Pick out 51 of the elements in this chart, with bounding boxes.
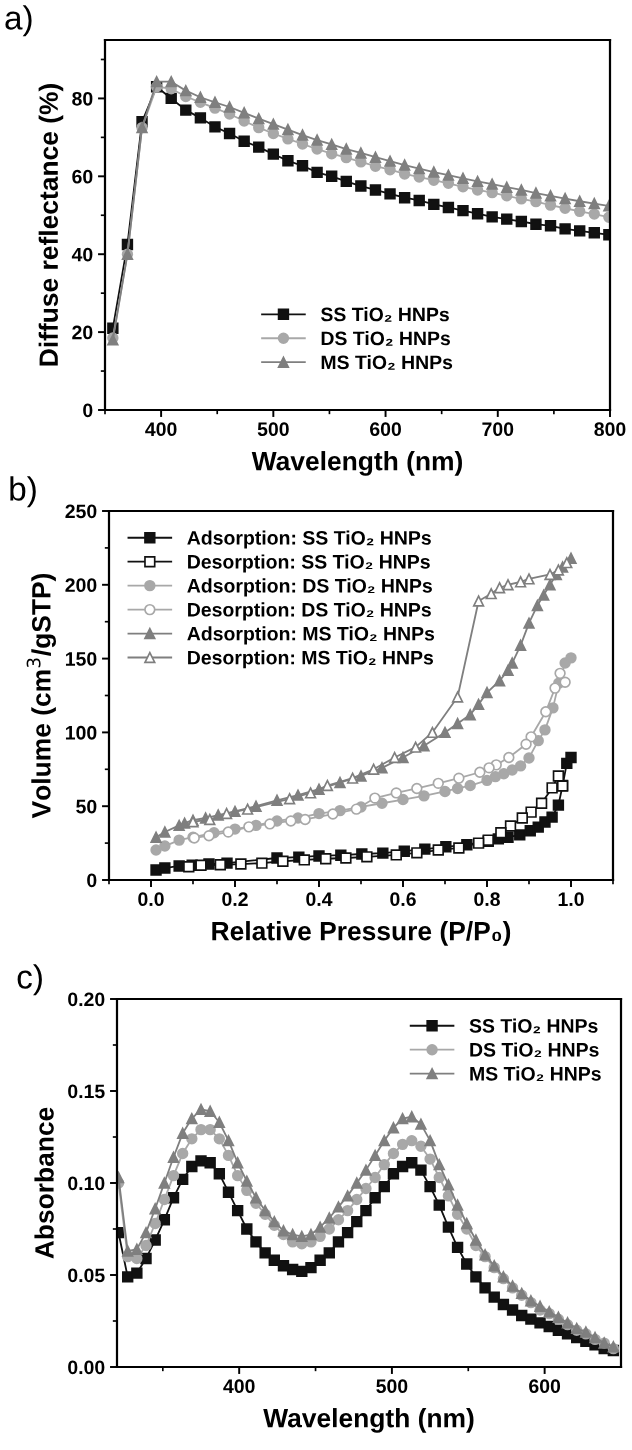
legend-label: Adsorption: SS TiO₂ HNPs	[187, 530, 431, 549]
y-tick-label: 20	[72, 325, 93, 340]
legend-label: DS TiO₂ HNPs	[321, 330, 450, 346]
x-tick-label: 0.4	[306, 892, 333, 907]
y-tick-label: 80	[72, 91, 93, 106]
y-axis-title: Absorbance	[34, 1107, 54, 1259]
x-axis-title: Wavelength (nm)	[263, 1408, 474, 1433]
legend-label: Desorption: SS TiO₂ HNPs	[188, 554, 430, 573]
y-tick-label: 0.05	[68, 1268, 105, 1283]
y-tick-label: 100	[65, 725, 97, 740]
y-tick-label: 0	[83, 403, 93, 418]
x-tick-label: 500	[257, 422, 289, 437]
y-axis-title: Diffuse reflectance (%)	[38, 84, 64, 366]
x-tick-label: 0.6	[390, 892, 416, 907]
y-tick-label: 40	[71, 247, 93, 262]
chart-title: a)	[5, 5, 32, 37]
legend-label: Desorption: MS TiO₂ HNPs	[188, 650, 434, 669]
x-axis-title: Wavelength (nm)	[251, 451, 462, 476]
y-tick-label: 60	[72, 169, 93, 184]
x-tick-label: 0.8	[474, 892, 500, 907]
x-tick-label: 600	[370, 422, 401, 437]
y-tick-label: 0.20	[68, 992, 105, 1007]
y-tick-label: 250	[65, 504, 97, 519]
x-tick-label: 500	[376, 1379, 408, 1394]
x-tick-label: 0.0	[138, 892, 164, 907]
y-tick-label: 50	[76, 799, 97, 814]
legend-label: Adsorption: DS TiO₂ HNPs	[187, 578, 432, 597]
y-tick-label: 0.10	[68, 1176, 105, 1191]
x-tick-label: 800	[594, 422, 626, 437]
x-tick-label: 400	[145, 422, 177, 437]
x-tick-label: 600	[529, 1379, 561, 1394]
legend-label: DS TiO₂ HNPs	[470, 1042, 599, 1058]
x-tick-label: 400	[223, 1379, 255, 1394]
y-tick-label: 0.15	[68, 1084, 105, 1099]
chart-title: c)	[17, 964, 42, 996]
legend-label: Desorption: DS TiO₂ HNPs	[188, 602, 431, 621]
x-tick-label: 0.2	[222, 892, 248, 907]
y-axis-title: Volume (cm$^{3}$/gSTP)	[26, 573, 57, 819]
legend-label: Adsorption: MS TiO₂ HNPs	[187, 626, 435, 645]
legend-label: MS TiO₂ HNPs	[470, 1066, 601, 1082]
legend-label: SS TiO₂ HNPs	[320, 307, 449, 322]
y-tick-label: 0	[87, 873, 97, 888]
legend-label: MS TiO₂ HNPs	[321, 354, 453, 370]
y-tick-label: 200	[65, 578, 97, 593]
legend-label: SS TiO₂ HNPs	[469, 1018, 598, 1034]
chart-title: b)	[10, 476, 36, 508]
x-tick-label: 700	[482, 422, 514, 437]
x-tick-label: 1.0	[558, 892, 584, 907]
y-tick-label: 150	[65, 652, 97, 666]
y-tick-label: 0.00	[68, 1360, 105, 1375]
x-axis-title: Relative Pressure (P/P₀)	[212, 921, 511, 946]
